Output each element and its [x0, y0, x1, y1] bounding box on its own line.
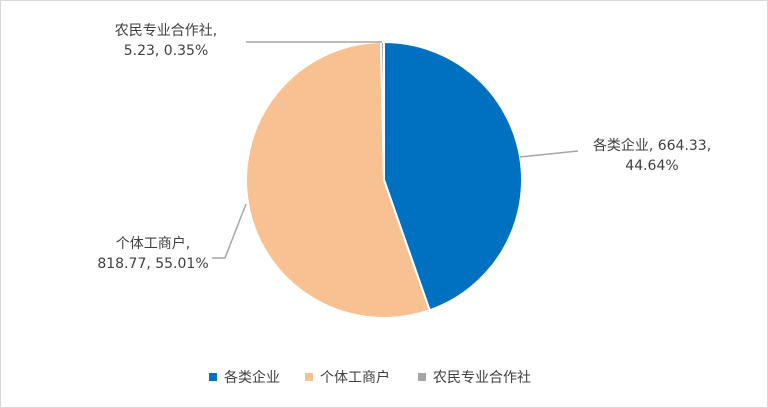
- leader-line-enterprise: [519, 150, 579, 158]
- label-cooperative-line2: 5.23, 0.35%: [124, 43, 209, 59]
- legend-label-individual: 个体工商户: [320, 369, 390, 386]
- leader-line-individual: [212, 203, 247, 259]
- legend-label-enterprise: 各类企业: [224, 369, 280, 386]
- label-enterprise-line1: 各类企业, 664.33,: [593, 137, 711, 154]
- legend-swatch-cooperative: [418, 373, 426, 381]
- legend: 各类企业 个体工商户 农民专业合作社: [209, 369, 531, 386]
- leader-lines: [212, 41, 579, 259]
- label-cooperative-line1: 农民专业合作社,: [115, 23, 217, 39]
- legend-swatch-individual: [305, 373, 313, 381]
- label-individual-line1: 个体工商户,: [116, 235, 190, 252]
- legend-swatch-enterprise: [209, 373, 217, 381]
- pie-slice-individual: [245, 41, 431, 319]
- label-enterprise-line2: 44.64%: [625, 158, 678, 174]
- label-individual-line2: 818.77, 55.01%: [97, 256, 208, 272]
- legend-label-cooperative: 农民专业合作社: [433, 370, 531, 386]
- pie-slices: [245, 40, 523, 319]
